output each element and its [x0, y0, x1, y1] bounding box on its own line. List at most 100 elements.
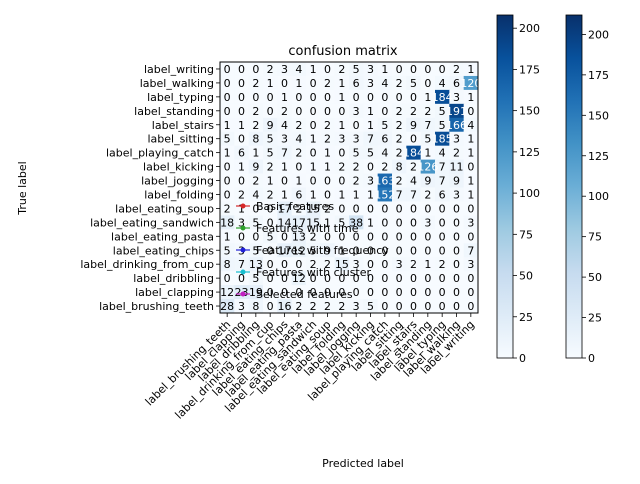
heatmap-cell: [263, 299, 278, 314]
cell-value: 2: [396, 77, 403, 90]
heatmap-cell: [449, 187, 465, 202]
cell-value: 2: [396, 133, 403, 146]
heatmap-cell: [220, 299, 235, 314]
cell-value: 9: [324, 244, 331, 257]
heatmap-cell: [420, 257, 436, 272]
heatmap-cell: [449, 229, 465, 244]
cell-value: 0: [267, 202, 274, 215]
cell-value: 1: [467, 147, 474, 160]
heatmap-cell: [277, 271, 293, 286]
heatmap-cell: [291, 187, 307, 202]
heatmap-cell: [363, 145, 379, 161]
heatmap-cell: [449, 271, 465, 286]
cell-value: 0: [396, 230, 403, 243]
heatmap-cell: [334, 145, 350, 161]
cell-value: 3: [353, 133, 360, 146]
cell-value: 2: [295, 119, 302, 132]
heatmap-cell: [463, 131, 479, 147]
cell-value: 0: [381, 300, 388, 313]
heatmap-cell: [277, 75, 293, 91]
heatmap-cell: [234, 75, 250, 91]
heatmap-cell: [291, 271, 307, 286]
cell-value: 5: [224, 133, 231, 146]
heatmap-cell: [306, 89, 321, 105]
heatmap-cell: [263, 229, 278, 244]
heatmap-cell: [277, 285, 293, 300]
heatmap-cell: [263, 131, 278, 147]
heatmap-cell: [449, 62, 465, 77]
cell-value: 0: [267, 91, 274, 104]
cell-value: 3: [467, 216, 474, 229]
cell-value: 0: [424, 230, 431, 243]
heatmap-cell: [392, 243, 407, 258]
heatmap-cell: [420, 229, 436, 244]
heatmap-cell: [248, 271, 264, 286]
heatmap-cell: [406, 173, 422, 188]
heatmap-cell: [248, 187, 264, 202]
heatmap-cell: [277, 201, 293, 216]
cell-value: 2: [338, 161, 345, 174]
heatmap-cell: [420, 173, 436, 188]
cell-value: 2: [252, 77, 259, 90]
cell-value: 2: [324, 202, 331, 215]
heatmap-cell: [334, 201, 350, 216]
cell-value: 2: [252, 105, 259, 118]
cell-value: 0: [281, 286, 288, 299]
cell-value: 1: [310, 161, 317, 174]
heatmap-cell: [220, 243, 235, 258]
cell-value: 0: [324, 91, 331, 104]
cell-value: 0: [410, 63, 417, 76]
heatmap-cell: [392, 131, 407, 147]
heatmap-cell: [463, 215, 479, 230]
cell-value: 0: [281, 272, 288, 285]
heatmap-cell: [263, 117, 278, 133]
heatmap-cell: [334, 285, 350, 300]
cell-value: 0: [467, 286, 474, 299]
legend-marker: [240, 225, 246, 231]
cell-value: 8: [252, 300, 259, 313]
cell-value: 8: [224, 258, 231, 271]
cell-value: 0: [295, 258, 302, 271]
cell-value: 5: [252, 272, 259, 285]
colorbar-tick-label: 150: [588, 109, 609, 122]
cell-value: 2: [338, 300, 345, 313]
heatmap-cell: [320, 103, 336, 119]
y-tick-label: label_drinking_from_cup: [80, 258, 214, 271]
heatmap-cell: [349, 131, 364, 147]
heatmap-cell: [306, 257, 321, 272]
cell-value: 5: [267, 133, 274, 146]
y-tick-label: label_eating_chips: [113, 244, 214, 257]
cell-value: 1: [467, 175, 474, 188]
cell-value: 5: [424, 133, 431, 146]
heatmap-cell: [349, 299, 364, 314]
heatmap-cell: [463, 299, 479, 314]
cell-value: 2: [252, 119, 259, 132]
heatmap-cell: [406, 159, 422, 175]
heatmap-cell: [291, 89, 307, 105]
cell-value: 3: [424, 216, 431, 229]
heatmap-cell: [349, 75, 364, 91]
cell-value: 0: [224, 105, 231, 118]
heatmap-cell: [392, 117, 407, 133]
heatmap-cell: [248, 173, 264, 188]
cell-value: 0: [396, 272, 403, 285]
heatmap-cell: [435, 285, 450, 300]
cell-value: 0: [224, 188, 231, 201]
cell-value: 1: [367, 119, 374, 132]
heatmap-cell: [363, 187, 379, 202]
y-tick-label: label_typing: [147, 91, 214, 104]
legend-marker: [240, 291, 246, 297]
heatmap-cell: [363, 62, 379, 77]
heatmap-cell: [291, 159, 307, 175]
heatmap-cell: [449, 117, 465, 133]
cell-value: 0: [267, 272, 274, 285]
cell-value: 1: [338, 91, 345, 104]
heatmap-cell: [234, 215, 250, 230]
cell-value: 0: [410, 230, 417, 243]
heatmap-cell: [420, 187, 436, 202]
cell-value: 0: [310, 91, 317, 104]
y-tick-label: label_jogging: [141, 175, 214, 188]
cell-value: 6: [439, 188, 446, 201]
cell-value: 1: [367, 216, 374, 229]
heatmap-cell: [277, 229, 293, 244]
